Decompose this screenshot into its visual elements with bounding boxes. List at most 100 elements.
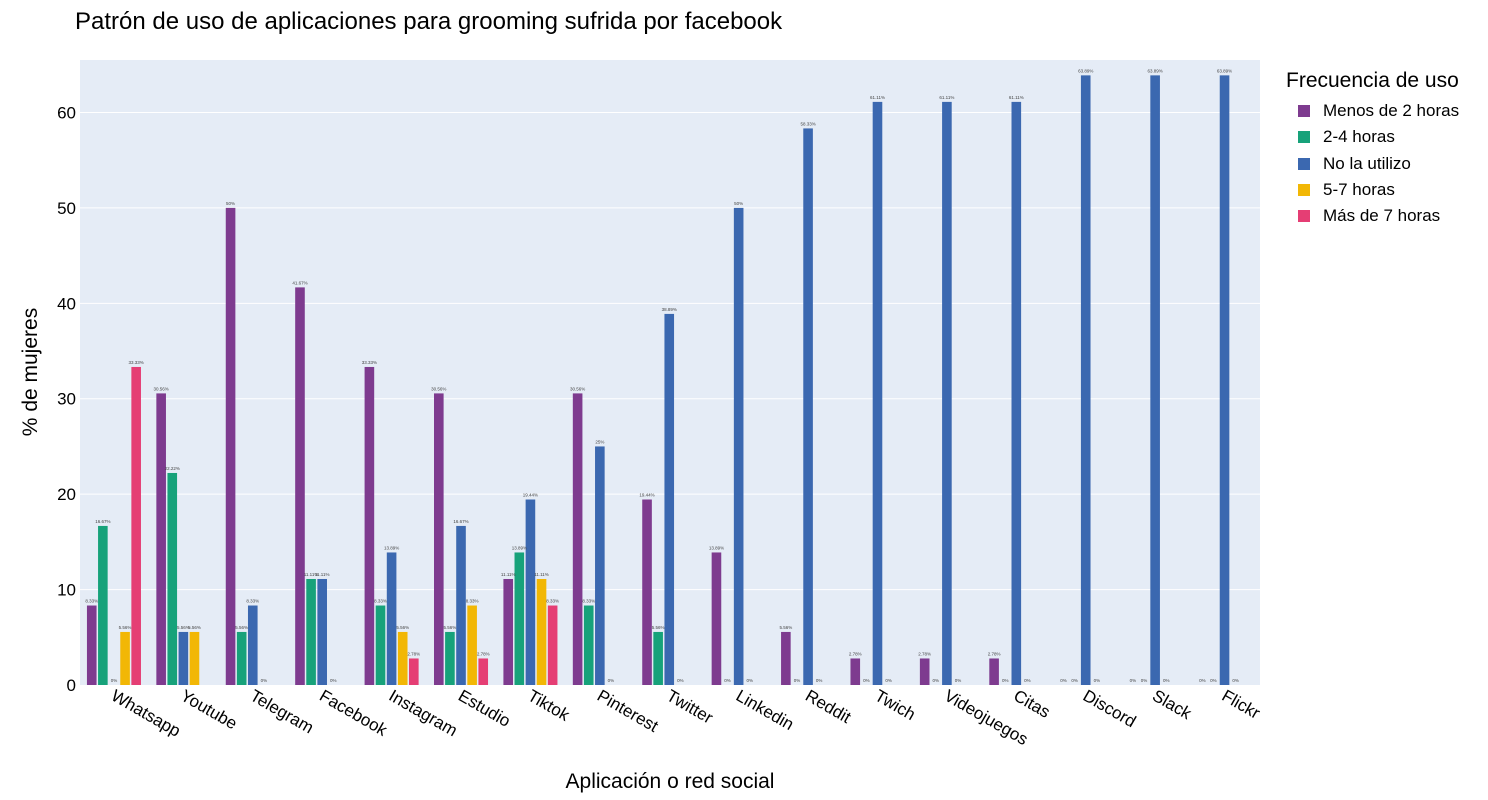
bar[interactable] bbox=[167, 472, 178, 685]
bar[interactable] bbox=[989, 658, 999, 685]
bar[interactable] bbox=[295, 287, 305, 685]
legend-item[interactable]: Más de 7 horas bbox=[1298, 203, 1459, 229]
bar-value-label: 5.56% bbox=[396, 625, 409, 630]
bar-value-label: 2.78% bbox=[988, 651, 1001, 656]
bar[interactable] bbox=[86, 605, 97, 685]
bar-value-label: 30.56% bbox=[431, 386, 446, 391]
y-tick-label: 20 bbox=[57, 485, 76, 504]
bar[interactable] bbox=[306, 578, 316, 685]
bar-value-label: 0% bbox=[1232, 678, 1239, 683]
bar-value-label: 8.33% bbox=[466, 599, 479, 604]
bar-value-label: 50% bbox=[226, 201, 235, 206]
bar[interactable] bbox=[409, 658, 419, 685]
bar-value-label: 5.56% bbox=[235, 625, 248, 630]
bar-value-label: 11.11% bbox=[304, 572, 319, 577]
legend-item[interactable]: 5-7 horas bbox=[1298, 177, 1459, 203]
bar-value-label: 0% bbox=[747, 678, 754, 683]
bar[interactable] bbox=[711, 552, 722, 685]
bar[interactable] bbox=[653, 631, 663, 685]
bar[interactable] bbox=[156, 393, 166, 685]
bar[interactable] bbox=[178, 631, 189, 685]
bar-value-label: 5.56% bbox=[188, 625, 201, 630]
bar[interactable] bbox=[1150, 75, 1160, 685]
bar[interactable] bbox=[120, 631, 130, 685]
bar[interactable] bbox=[503, 578, 514, 685]
bar[interactable] bbox=[317, 578, 327, 685]
bar-value-label: 5.56% bbox=[779, 625, 792, 630]
bar-value-label: 0% bbox=[1163, 678, 1170, 683]
bar-value-label: 38.89% bbox=[662, 307, 677, 312]
y-tick-label: 0 bbox=[67, 676, 76, 695]
legend-title: Frecuencia de uso bbox=[1286, 69, 1459, 92]
bar-value-label: 63.89% bbox=[1217, 68, 1232, 73]
bar[interactable] bbox=[572, 393, 583, 685]
bar-value-label: 0% bbox=[330, 678, 337, 683]
bar-value-label: 11.11% bbox=[315, 572, 330, 577]
bar[interactable] bbox=[375, 605, 386, 685]
bar-value-label: 5.56% bbox=[652, 625, 665, 630]
bar[interactable] bbox=[781, 631, 791, 685]
bar[interactable] bbox=[547, 605, 558, 685]
bar[interactable] bbox=[98, 525, 108, 685]
bar-labels: 8.33% 16.67% 0% 5.56% 33.33% 30.56% 22.22% 5.56… bbox=[85, 68, 1239, 683]
legend-item[interactable]: 2-4 horas bbox=[1298, 124, 1459, 150]
bar[interactable] bbox=[642, 499, 652, 685]
legend-label: 2-4 horas bbox=[1323, 127, 1395, 147]
bar-value-label: 33.33% bbox=[362, 360, 377, 365]
bar-value-label: 0% bbox=[111, 678, 118, 683]
bar[interactable] bbox=[364, 366, 375, 685]
x-tick-label: Reddit bbox=[802, 686, 854, 727]
bar[interactable] bbox=[225, 207, 236, 685]
bar[interactable] bbox=[595, 446, 605, 685]
legend-items: Menos de 2 horas 2-4 horas No la utilizo 5-… bbox=[1286, 98, 1459, 229]
bar[interactable] bbox=[386, 552, 397, 685]
bar[interactable] bbox=[536, 578, 547, 685]
bar-value-label: 58.33% bbox=[800, 121, 815, 126]
bar[interactable] bbox=[803, 128, 813, 686]
bar-value-label: 33.33% bbox=[129, 360, 144, 365]
bar-value-label: 11.11% bbox=[501, 572, 516, 577]
bar-value-label: 5.56% bbox=[177, 625, 190, 630]
bar-value-label: 0% bbox=[816, 678, 823, 683]
x-tick-label: Facebook bbox=[316, 686, 391, 740]
legend: Frecuencia de uso Menos de 2 horas 2-4 ho… bbox=[1286, 69, 1459, 229]
legend-item[interactable]: No la utilizo bbox=[1298, 151, 1459, 177]
bar[interactable] bbox=[1080, 75, 1091, 685]
bar[interactable] bbox=[1011, 101, 1022, 686]
x-tick-label: Twich bbox=[872, 686, 919, 724]
bar[interactable] bbox=[434, 393, 444, 685]
bar[interactable] bbox=[445, 631, 455, 685]
y-tick-label: 50 bbox=[57, 199, 76, 218]
bar[interactable] bbox=[397, 631, 408, 685]
bar[interactable] bbox=[131, 366, 141, 685]
bar[interactable] bbox=[478, 658, 489, 685]
bar-value-label: 0% bbox=[677, 678, 684, 683]
bar[interactable] bbox=[456, 525, 466, 685]
bar[interactable] bbox=[514, 552, 525, 685]
bar[interactable] bbox=[942, 101, 952, 686]
bar-value-label: 2.78% bbox=[477, 651, 490, 656]
legend-swatch bbox=[1298, 105, 1310, 118]
bar-value-label: 8.33% bbox=[546, 599, 559, 604]
bar-value-label: 2.78% bbox=[849, 651, 862, 656]
bar[interactable] bbox=[1219, 75, 1230, 685]
bar[interactable] bbox=[872, 101, 883, 686]
x-tick-label: Pinterest bbox=[594, 686, 662, 736]
bar[interactable] bbox=[919, 658, 930, 685]
bar[interactable] bbox=[467, 605, 477, 685]
x-tick-label: Flickr bbox=[1219, 686, 1264, 723]
bar[interactable] bbox=[525, 499, 536, 685]
bar[interactable] bbox=[189, 631, 200, 685]
x-tick-label: Linkedin bbox=[733, 686, 797, 734]
bar[interactable] bbox=[583, 605, 594, 685]
bar[interactable] bbox=[247, 605, 258, 685]
legend-item[interactable]: Menos de 2 horas bbox=[1298, 98, 1459, 124]
legend-label: 5-7 horas bbox=[1323, 180, 1395, 200]
bar[interactable] bbox=[664, 313, 675, 685]
bar[interactable] bbox=[733, 207, 744, 685]
y-tick-label: 10 bbox=[57, 581, 76, 600]
bar[interactable] bbox=[850, 658, 861, 685]
bar[interactable] bbox=[236, 631, 247, 685]
